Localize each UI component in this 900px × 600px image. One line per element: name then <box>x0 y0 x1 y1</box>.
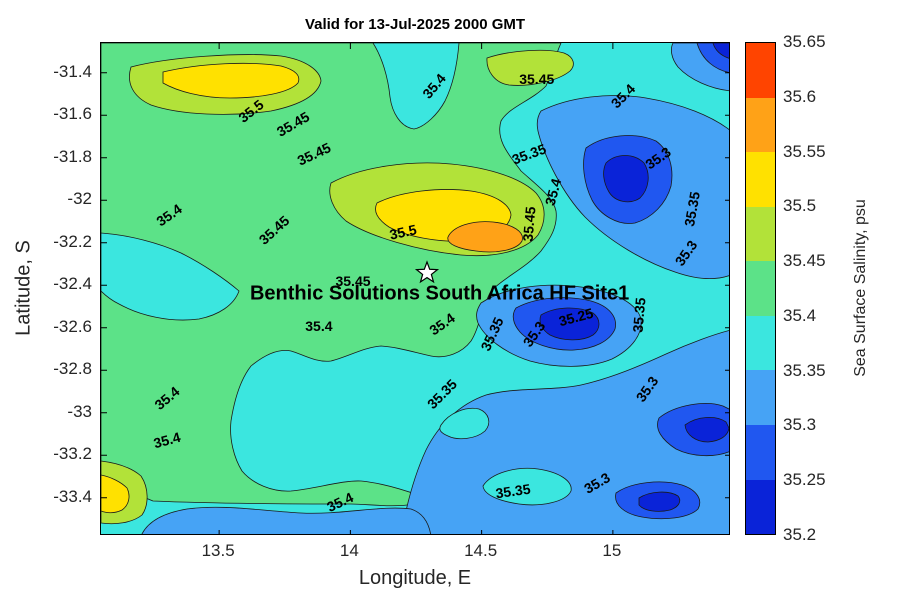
colorbar-tick-label: 35.3 <box>783 415 817 435</box>
y-tick-label: -32.4 <box>53 274 92 294</box>
contour-label: 35.4 <box>324 488 356 516</box>
contour-label: 35.35 <box>629 296 649 334</box>
contour-label: 35.35 <box>509 139 549 168</box>
colorbar-segment <box>746 97 775 153</box>
contour-region <box>684 417 729 443</box>
colorbar-segment <box>746 315 775 371</box>
y-tick-label: -31.8 <box>53 146 92 166</box>
contour-label: 35.3 <box>672 237 701 270</box>
contour-labels-layer: 35.5 35.45 35.45 35.4 35.45 35.4 35.35 35.3 35.4… <box>101 43 729 534</box>
contour-label: 35.5 <box>387 221 418 243</box>
colorbar-segment <box>746 479 775 535</box>
y-tick-label: -31.4 <box>53 61 92 81</box>
colorbar-tick-label: 35.45 <box>783 251 826 271</box>
colorbar-tick-label: 35.65 <box>783 32 826 51</box>
contour-label: 35.3 <box>632 373 662 406</box>
colorbar-tick-label: 35.35 <box>783 360 826 380</box>
x-tick-label: 13.5 <box>201 541 235 560</box>
contour-region <box>712 43 729 59</box>
y-tick-label: -32.2 <box>53 231 92 251</box>
colorbar-tick-label: 35.4 <box>783 305 817 325</box>
contour-label: 35.3 <box>581 469 613 497</box>
contour-region <box>141 506 432 534</box>
colorbar-tick-label: 35.2 <box>783 525 817 544</box>
contour-label: 35.3 <box>641 143 674 173</box>
contour-label: 35.4 <box>426 309 458 338</box>
contour-region <box>101 232 240 321</box>
contour-region <box>101 474 130 514</box>
colorbar-segment <box>746 261 775 316</box>
colorbar <box>745 42 776 535</box>
contour-region <box>539 307 600 341</box>
site-marker-star <box>414 259 439 283</box>
contour-label: 35.45 <box>273 108 312 140</box>
y-axis-label: Latitude, S <box>12 240 35 336</box>
x-axis-label: Longitude, E <box>358 567 472 589</box>
colorbar-segment <box>746 370 775 425</box>
y-tick-label: -32.6 <box>53 316 92 336</box>
y-tick-label: -33 <box>67 401 92 421</box>
contour-map <box>101 43 729 534</box>
contour-region <box>486 49 574 86</box>
contour-region <box>162 62 300 99</box>
contour-label: 35.45 <box>255 212 293 248</box>
colorbar-tick-label: 35.25 <box>783 470 826 490</box>
contour-label: 35.4 <box>305 317 333 334</box>
x-axis-tick-labels: 13.5 14 14.5 15 <box>100 541 730 565</box>
y-axis-tick-labels: -31.4 -31.6 -31.8 -32 -32.2 -32.4 -32.6 -32.8 -3… <box>0 42 92 535</box>
y-tick-label: -32 <box>67 189 92 209</box>
colorbar-segment <box>746 152 775 207</box>
axis-tick-marks <box>101 43 729 534</box>
colorbar-segment <box>746 206 775 262</box>
contour-label: 35.35 <box>424 375 461 412</box>
plot-area: 35.5 35.45 35.45 35.4 35.45 35.4 35.35 35.3 35.4… <box>100 42 730 535</box>
contour-label: 35.35 <box>477 314 507 354</box>
colorbar-tick-label: 35.5 <box>783 196 817 216</box>
contour-label: 35.4 <box>151 382 183 413</box>
contour-label: 35.3 <box>519 318 549 350</box>
contour-label: 35.4 <box>153 200 185 230</box>
contour-region <box>603 155 649 203</box>
contour-region <box>447 221 523 253</box>
contour-region <box>439 407 490 440</box>
contour-region <box>372 43 460 130</box>
contour-label: 35.35 <box>494 481 532 502</box>
contour-region <box>482 467 572 506</box>
x-tick-label: 15 <box>602 541 622 560</box>
contour-label: 35.4 <box>541 176 564 207</box>
y-tick-label: -31.6 <box>53 104 92 124</box>
colorbar-tick-labels: 35.65 35.6 35.55 35.5 35.45 35.4 35.35 35.3 35.2… <box>783 33 843 544</box>
contour-label: 35.45 <box>335 273 371 289</box>
contour-label: 35.5 <box>234 96 267 126</box>
contour-label: 35.4 <box>608 80 639 112</box>
y-tick-label: -33.2 <box>53 444 92 464</box>
contour-label: 35.4 <box>151 429 182 452</box>
colorbar-label: Sea Surface Salinity, psu <box>852 199 869 377</box>
colorbar-segment <box>746 424 775 480</box>
contour-region <box>101 43 562 507</box>
plot-title: Valid for 13-Jul-2025 2000 GMT <box>304 16 526 33</box>
contour-label: 35.45 <box>519 205 539 242</box>
colorbar-tick-label: 35.6 <box>783 86 817 106</box>
colorbar-tick-label: 35.55 <box>783 141 826 161</box>
y-tick-label: -32.8 <box>53 359 92 379</box>
contour-region <box>638 491 681 512</box>
contour-label: 35.45 <box>519 71 555 88</box>
y-tick-label: -33.4 <box>53 486 92 506</box>
contour-label: 35.45 <box>294 138 333 169</box>
colorbar-segment <box>746 43 775 98</box>
x-tick-label: 14 <box>339 541 359 560</box>
x-tick-label: 14.5 <box>464 541 498 560</box>
site-annotation: Benthic Solutions South Africa HF Site1 <box>249 282 630 305</box>
contour-label: 35.25 <box>557 304 596 330</box>
contour-label: 35.4 <box>419 69 450 102</box>
contour-label: 35.35 <box>680 190 703 228</box>
